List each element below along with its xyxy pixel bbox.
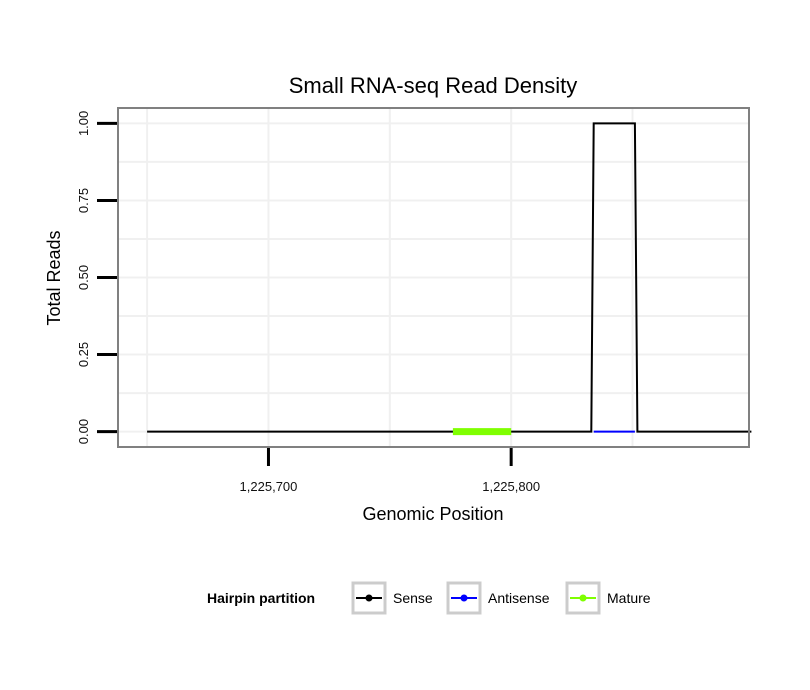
y-tick-label: 0.25	[76, 342, 91, 367]
series-line-sense	[147, 122, 752, 433]
y-tick-label: 0.75	[76, 188, 91, 213]
legend-title: Hairpin partition	[207, 590, 315, 606]
grid-lines	[118, 108, 749, 447]
x-axis: 1,225,700 1,225,800	[240, 448, 540, 494]
y-tick-label: 0.50	[76, 265, 91, 290]
legend-key-point	[460, 594, 468, 602]
legend-label: Antisense	[488, 590, 550, 606]
y-axis-title: Total Reads	[44, 230, 64, 325]
y-tick-label: 0.00	[76, 419, 91, 444]
legend-entry-antisense: Antisense	[446, 581, 550, 615]
legend-entry-mature: Mature	[565, 581, 651, 615]
x-axis-title: Genomic Position	[362, 504, 503, 524]
x-tick-label: 1,225,800	[482, 479, 540, 494]
plot-border	[117, 107, 750, 448]
legend: Hairpin partition Sense Antisense Mature	[207, 581, 651, 615]
legend-key-point	[365, 594, 373, 602]
legend-entry-sense: Sense	[351, 581, 433, 615]
x-tick-label: 1,225,700	[240, 479, 298, 494]
legend-label: Sense	[393, 590, 433, 606]
y-axis: 0.00 0.25 0.50 0.75 1.00	[76, 111, 117, 444]
y-tick-label: 1.00	[76, 111, 91, 136]
series-layer	[147, 122, 752, 436]
legend-label: Mature	[607, 590, 651, 606]
legend-key-point	[579, 594, 587, 602]
chart-title: Small RNA-seq Read Density	[289, 73, 578, 98]
legend-entries: Sense Antisense Mature	[351, 581, 651, 615]
